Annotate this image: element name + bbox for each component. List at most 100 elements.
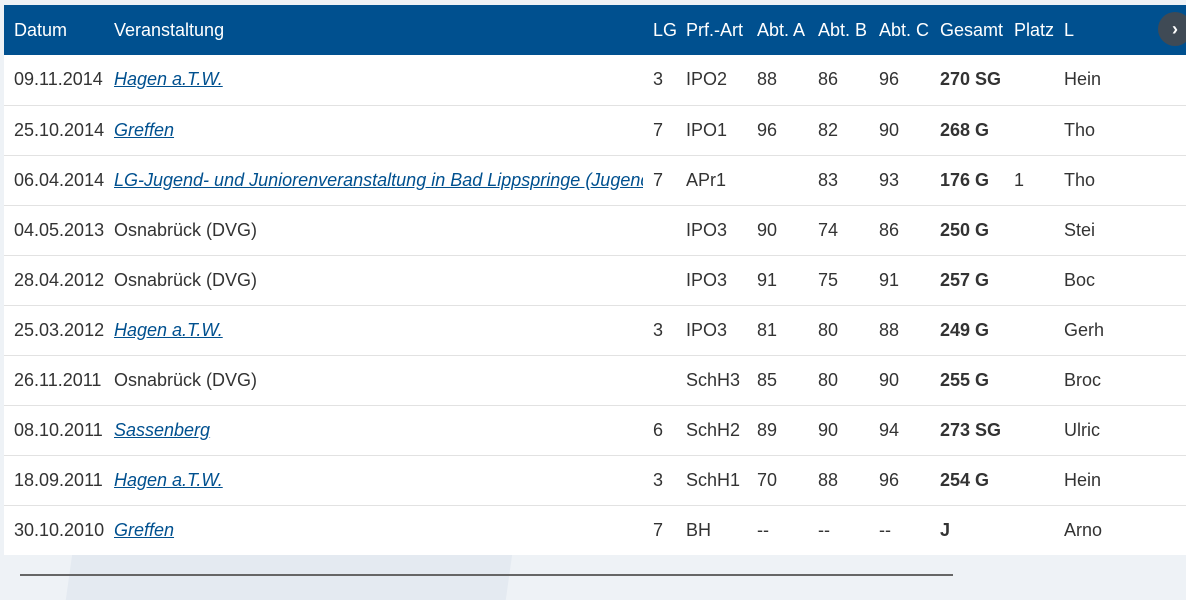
cell-abt-a: 85 [757,369,778,390]
header-veranstaltung[interactable]: Veranstaltung [114,19,225,40]
cell-gesamt: 257 G [940,269,990,290]
cell-platz [1004,355,1054,405]
cell-abt-a: 88 [757,69,778,90]
cell-lg: 3 [653,319,664,340]
cell-abt-c: -- [879,519,891,540]
header-datum[interactable]: Datum [14,19,68,40]
cell-lg [643,355,676,405]
cell-veranstaltung: Hagen a.T.W. [104,305,643,355]
header-lg[interactable]: LG [653,19,676,40]
cell-datum: 28.04.2012 [14,269,104,290]
cell-truncated: Gerh [1064,319,1105,340]
table-row: 25.03.2012 Hagen a.T.W. 3 IPO3 81 80 88 249 G Ge… [4,305,1186,355]
cell-abt-c: 96 [879,69,900,90]
cell-gesamt: 273 SG [940,419,1002,440]
cell-datum: 04.05.2013 [14,219,104,240]
cell-pruefungsart: IPO1 [686,119,728,140]
cell-gesamt: 254 G [940,469,990,490]
cell-abt-c: 90 [879,369,900,390]
table-row: 30.10.2010 Greffen 7 BH -- -- -- J Arno [4,505,1186,555]
cell-pruefungsart: BH [686,519,712,540]
cell-veranstaltung: Sassenberg [104,405,643,455]
header-truncated[interactable]: L [1064,19,1075,40]
cell-pruefungsart: IPO3 [686,319,728,340]
cell-platz: 1 [1014,169,1025,190]
cell-gesamt: 270 SG [940,69,1002,90]
cell-lg [643,205,676,255]
cell-platz [1004,55,1054,105]
table-row: 26.11.2011 Osnabrück (DVG) SchH3 85 80 90 255 … [4,355,1186,405]
header-platz[interactable]: Platz [1014,19,1054,40]
cell-abt-b: 74 [818,219,839,240]
header-abt-a[interactable]: Abt. A [757,19,806,40]
cell-abt-a: -- [757,519,769,540]
cell-platz [1004,405,1054,455]
cell-pruefungsart: IPO3 [686,269,728,290]
cell-platz [1004,105,1054,155]
cell-abt-b: 80 [818,369,839,390]
event-link[interactable]: Hagen a.T.W. [114,319,223,340]
cell-platz [1004,305,1054,355]
cell-datum: 25.10.2014 [14,119,104,140]
event-link[interactable]: Greffen [114,119,175,140]
results-table-container: Datum Veranstaltung LG Prf.-Art Abt. A A… [4,5,1186,555]
results-table: Datum Veranstaltung LG Prf.-Art Abt. A A… [4,5,1186,555]
header-pruefungsart[interactable]: Prf.-Art [686,19,743,40]
table-body: 09.11.2014 Hagen a.T.W. 3 IPO2 88 86 96 270 SG H… [4,55,1186,555]
cell-abt-a: 81 [757,319,778,340]
cell-gesamt: 250 G [940,219,990,240]
cell-datum: 08.10.2011 [14,419,103,440]
cell-abt-a: 90 [757,219,778,240]
cell-lg: 6 [653,419,664,440]
scroll-right-button[interactable]: › [1158,12,1186,46]
cell-lg: 7 [653,519,664,540]
horizontal-scrollbar[interactable] [20,574,953,576]
cell-abt-a: 70 [757,469,778,490]
table-row: 18.09.2011 Hagen a.T.W. 3 SchH1 70 88 96 254 G H… [4,455,1186,505]
cell-truncated: Hein [1064,69,1102,90]
cell-veranstaltung: LG-Jugend- und Juniorenveranstaltung in … [104,155,643,205]
table-row: 28.04.2012 Osnabrück (DVG) IPO3 91 75 91 257 G… [4,255,1186,305]
header-abt-c[interactable]: Abt. C [879,19,930,40]
table-header-row: Datum Veranstaltung LG Prf.-Art Abt. A A… [4,5,1186,55]
cell-abt-b: 83 [818,169,839,190]
event-link[interactable]: Hagen a.T.W. [114,469,223,490]
cell-abt-a: 96 [757,119,778,140]
cell-abt-a: 91 [757,269,778,290]
cell-datum: 06.04.2014 [14,169,104,190]
cell-truncated: Tho [1064,119,1096,140]
cell-truncated: Arno [1064,519,1103,540]
table-row: 09.11.2014 Hagen a.T.W. 3 IPO2 88 86 96 270 SG H… [4,55,1186,105]
header-gesamt[interactable]: Gesamt [940,19,1004,40]
cell-gesamt: 255 G [940,369,990,390]
chevron-right-icon: › [1172,18,1178,39]
cell-datum: 18.09.2011 [14,469,103,490]
cell-datum: 30.10.2010 [14,519,104,540]
header-abt-b[interactable]: Abt. B [818,19,868,40]
event-link[interactable]: Sassenberg [114,419,211,440]
event-link[interactable]: Greffen [114,519,175,540]
cell-pruefungsart: APr1 [686,169,727,190]
cell-truncated: Tho [1064,169,1096,190]
cell-truncated: Boc [1064,269,1096,290]
cell-abt-c: 88 [879,319,900,340]
cell-veranstaltung: Greffen [104,505,643,555]
cell-platz [1004,455,1054,505]
cell-truncated: Broc [1064,369,1102,390]
cell-lg: 3 [653,69,664,90]
cell-lg [643,255,676,305]
cell-pruefungsart: SchH3 [686,369,741,390]
cell-abt-c: 94 [879,419,900,440]
cell-veranstaltung: Greffen [104,105,643,155]
cell-abt-a: 89 [757,419,778,440]
cell-abt-c: 91 [879,269,900,290]
cell-veranstaltung: Hagen a.T.W. [104,455,643,505]
event-link[interactable]: Hagen a.T.W. [114,69,223,90]
cell-veranstaltung: Osnabrück (DVG) [114,269,258,290]
event-link[interactable]: LG-Jugend- und Juniorenveranstaltung in … [114,169,643,190]
cell-abt-b: -- [818,519,830,540]
table-row: 08.10.2011 Sassenberg 6 SchH2 89 90 94 273 SG Ul… [4,405,1186,455]
cell-abt-b: 75 [818,269,839,290]
cell-datum: 26.11.2011 [14,369,102,390]
cell-truncated: Stei [1064,219,1096,240]
